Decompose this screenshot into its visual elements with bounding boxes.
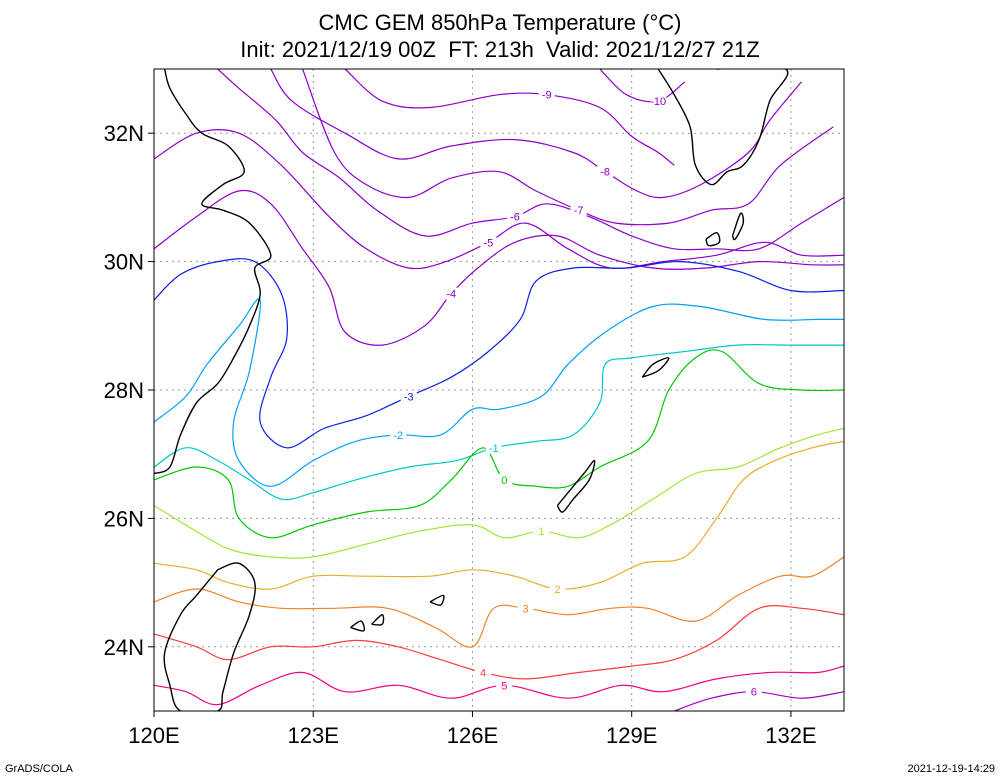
x-tick-label-120E: 120E bbox=[128, 723, 179, 748]
coastline-tanegashima bbox=[731, 212, 745, 241]
contour-line--10 bbox=[599, 69, 686, 103]
contour-label-5: 5 bbox=[501, 680, 507, 692]
axis-ticks: 120E 123E 126E 129E 132E 32N 30N 28N 26N 24N bbox=[104, 121, 817, 748]
coastline-kyushu bbox=[657, 69, 789, 186]
contour-line-5 bbox=[154, 665, 844, 706]
contour-label-1: 1 bbox=[538, 526, 544, 538]
grid-lines bbox=[153, 69, 844, 711]
contour-line-3 bbox=[154, 556, 844, 648]
y-tick-label-32N: 32N bbox=[104, 121, 144, 146]
contour-label--7: -7 bbox=[574, 205, 584, 217]
contour-label-0: 0 bbox=[501, 475, 507, 487]
coastline-iriomote bbox=[350, 620, 366, 632]
contour-label-bg bbox=[745, 685, 762, 698]
coastline-okinawa bbox=[556, 459, 596, 513]
contour-label-bg bbox=[496, 473, 513, 486]
coastline-miyako bbox=[429, 594, 445, 606]
coastlines bbox=[154, 69, 789, 711]
contour-label-6: 6 bbox=[751, 687, 757, 699]
chart-title: CMC GEM 850hPa Temperature (°C) bbox=[318, 10, 682, 35]
contour-label--2: -2 bbox=[393, 430, 403, 442]
coastline-amami bbox=[641, 357, 670, 378]
contour-line--9 bbox=[344, 69, 675, 166]
contour-label--5: -5 bbox=[483, 237, 493, 249]
contour-label-bg bbox=[390, 428, 407, 441]
contour-label--6: -6 bbox=[510, 212, 520, 224]
y-tick-label-26N: 26N bbox=[104, 506, 144, 531]
y-tick-label-28N: 28N bbox=[104, 378, 144, 403]
contour-label-bg bbox=[496, 679, 513, 692]
contour-line--8 bbox=[270, 69, 802, 199]
x-tick-label-126E: 126E bbox=[447, 723, 498, 748]
contour-label-bg bbox=[506, 210, 523, 223]
contour-line-4 bbox=[154, 605, 844, 680]
y-tick-label-24N: 24N bbox=[104, 635, 144, 660]
contour-label-bg bbox=[443, 287, 460, 300]
contour-line--7 bbox=[302, 69, 834, 226]
coastline-china-coast bbox=[154, 69, 272, 475]
contour-label-bg bbox=[549, 583, 566, 596]
coastline-taiwan bbox=[163, 562, 256, 711]
footer-credit: GrADS/COLA bbox=[5, 763, 73, 775]
contour-label-bg bbox=[517, 602, 534, 615]
contour-label-bg bbox=[400, 390, 417, 403]
contour-label--9: -9 bbox=[542, 90, 552, 102]
chart-subtitle: Init: 2021/12/19 00Z FT: 213h Valid: 202… bbox=[240, 37, 760, 62]
footer-timestamp: 2021-12-19-14:29 bbox=[907, 763, 995, 775]
contour-label--10: -10 bbox=[650, 96, 666, 108]
contour-label--1: -1 bbox=[489, 443, 499, 455]
y-tick-label-30N: 30N bbox=[104, 250, 144, 275]
contour-label-bg bbox=[570, 204, 587, 217]
contour-line-1 bbox=[154, 427, 844, 559]
x-tick-label-132E: 132E bbox=[765, 723, 816, 748]
contour-label--8: -8 bbox=[600, 167, 610, 179]
contour-line--3 bbox=[154, 258, 844, 449]
contour-label-3: 3 bbox=[522, 603, 528, 615]
x-tick-label-123E: 123E bbox=[288, 723, 339, 748]
contour-label-bg bbox=[650, 95, 667, 108]
contour-label-bg bbox=[597, 165, 614, 178]
contour-line-2 bbox=[154, 440, 844, 590]
contour-label-bg bbox=[533, 525, 550, 538]
contour-label-2: 2 bbox=[554, 584, 560, 596]
contour-label--4: -4 bbox=[446, 289, 456, 301]
contour-label--3: -3 bbox=[404, 391, 414, 403]
contour-label-bg bbox=[538, 88, 555, 101]
contour-label-bg bbox=[485, 441, 502, 454]
x-tick-label-129E: 129E bbox=[606, 723, 657, 748]
coastline-yakushima bbox=[705, 232, 721, 247]
contour-line--2 bbox=[154, 298, 844, 487]
contour-label-bg bbox=[475, 666, 492, 679]
coastline-ishigaki bbox=[371, 613, 385, 626]
contour-label-bg bbox=[480, 236, 497, 249]
contour-line--5 bbox=[154, 128, 844, 270]
contour-label-4: 4 bbox=[480, 667, 486, 679]
